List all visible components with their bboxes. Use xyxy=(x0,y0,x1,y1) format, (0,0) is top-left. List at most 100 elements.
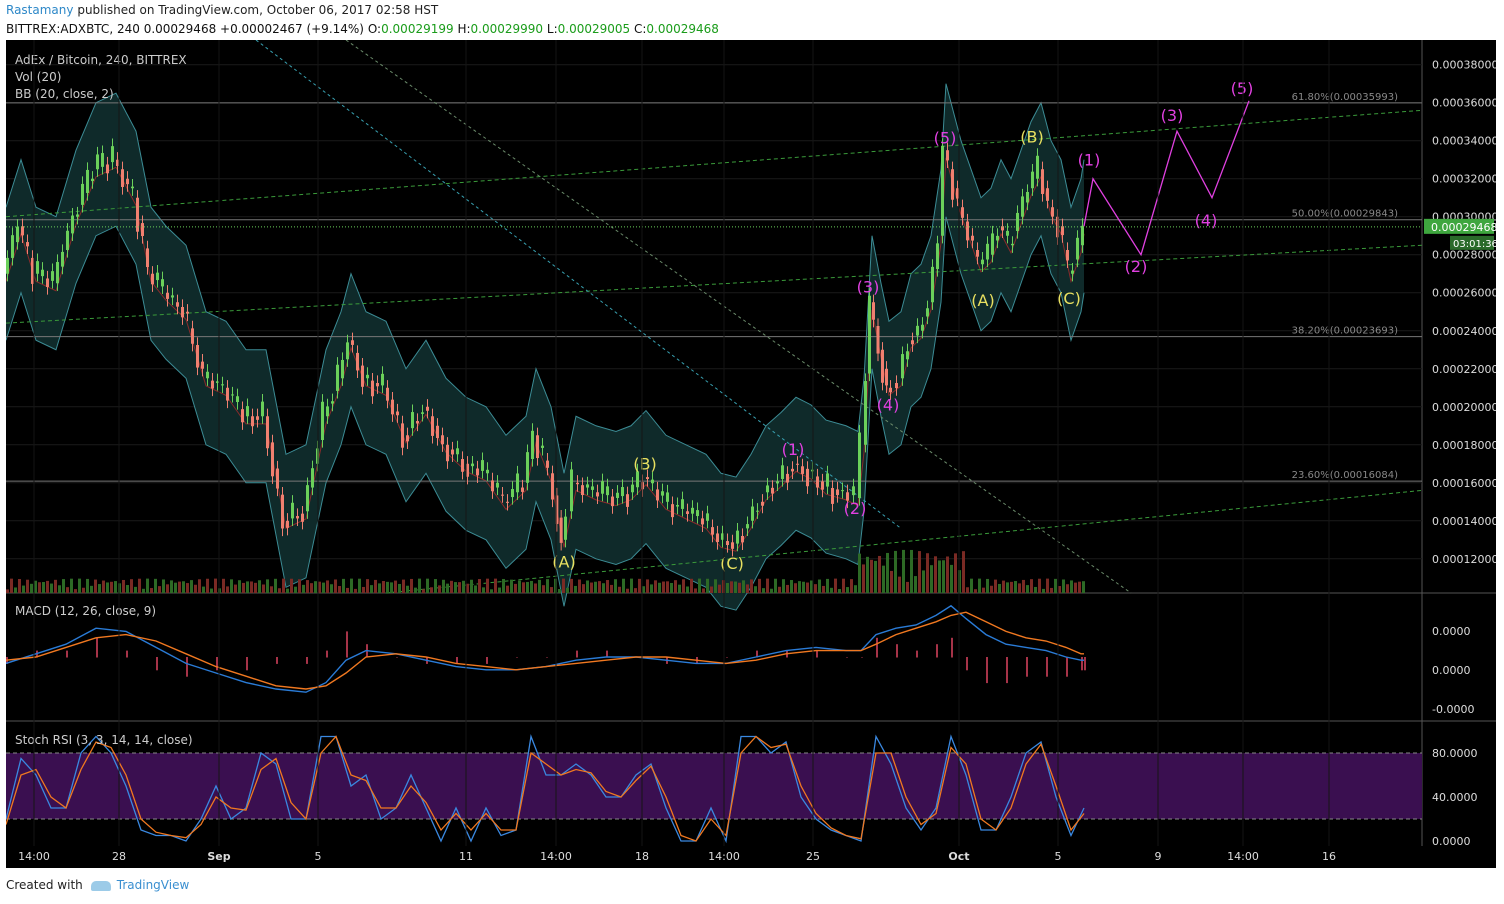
macd-histogram-bar xyxy=(486,657,488,664)
bollinger-lower-line xyxy=(6,216,1085,611)
price-tick-label: 0.00024000 xyxy=(1432,325,1496,338)
volume-bar xyxy=(378,583,381,593)
volume-bar xyxy=(338,586,341,593)
candle-body xyxy=(431,416,434,436)
price-tick-label: 0.00012000 xyxy=(1432,553,1496,566)
candle-body xyxy=(551,473,554,500)
volume-bar xyxy=(26,579,29,593)
volume-bar xyxy=(714,579,717,593)
candle-body xyxy=(41,269,44,277)
candle-body xyxy=(306,485,309,512)
volume-bar xyxy=(970,578,973,593)
volume-bar xyxy=(778,586,781,593)
volume-bar xyxy=(194,584,197,593)
volume-bar xyxy=(346,587,349,593)
volume-bar xyxy=(938,560,941,593)
macd-histogram-bar xyxy=(986,657,988,684)
volume-bar xyxy=(202,586,205,593)
time-tick-label: 28 xyxy=(112,850,126,863)
volume-bar xyxy=(994,579,997,593)
candle-body xyxy=(885,368,888,386)
candle-body xyxy=(261,401,264,417)
candle-body xyxy=(231,394,234,396)
volume-bar xyxy=(1050,587,1053,593)
candle-body xyxy=(491,480,494,492)
volume-bar xyxy=(726,582,729,593)
candle-body xyxy=(801,466,804,474)
candle-body xyxy=(311,468,314,488)
candle-body xyxy=(841,490,844,492)
candle-body xyxy=(651,479,654,484)
candle-body xyxy=(96,154,99,170)
candle-body xyxy=(371,380,374,397)
candle-body xyxy=(241,409,244,423)
candle-body xyxy=(186,311,189,314)
volume-bar xyxy=(1006,582,1009,593)
candle-body xyxy=(966,221,969,241)
candle-body xyxy=(971,235,974,241)
volume-bar xyxy=(922,570,925,593)
high-label: H: xyxy=(457,22,471,36)
candle-body xyxy=(996,235,999,241)
close-value: 0.00029468 xyxy=(646,22,719,36)
volume-bar xyxy=(734,581,737,593)
volume-bar xyxy=(250,581,253,593)
wave-label: (1) xyxy=(1078,150,1101,169)
volume-bar xyxy=(646,579,649,593)
volume-bar xyxy=(62,579,65,593)
wave-label: (C) xyxy=(1057,289,1081,308)
macd-histogram-bar xyxy=(456,657,458,664)
volume-bar xyxy=(874,560,877,593)
candle-body xyxy=(416,421,419,424)
candle-body xyxy=(911,340,914,345)
candle-body xyxy=(1066,249,1069,261)
volume-bar xyxy=(254,582,257,593)
time-tick-label: Oct xyxy=(948,850,969,863)
macd-histogram-bar xyxy=(216,657,218,671)
wave-label: (4) xyxy=(877,396,900,415)
volume-bar xyxy=(106,582,109,593)
volume-bar xyxy=(498,587,501,593)
time-tick-label: 14:00 xyxy=(708,850,740,863)
candle-body xyxy=(126,178,129,185)
candle-body xyxy=(481,460,484,471)
volume-bar xyxy=(130,579,133,593)
candle-body xyxy=(986,243,989,260)
wave-label: (B) xyxy=(1020,128,1043,147)
countdown-tag xyxy=(1450,235,1494,250)
candle-body xyxy=(621,487,624,497)
candle-body xyxy=(121,169,124,187)
candle-body xyxy=(646,477,649,480)
volume-bar xyxy=(178,581,181,593)
volume-bar xyxy=(638,578,641,593)
volume-bar xyxy=(450,580,453,593)
candle-body xyxy=(1006,230,1009,236)
volume-bar xyxy=(590,582,593,593)
macd-histogram-bar xyxy=(1006,657,1008,684)
chart-canvas[interactable]: 0.00038000 0.00036000 0.00034000 0.00032000… xyxy=(6,40,1496,868)
time-axis-background xyxy=(6,846,1496,868)
wave-label: (2) xyxy=(1125,257,1148,276)
volume-bar xyxy=(94,579,97,593)
volume-bar xyxy=(954,553,957,593)
macd-histogram-bar xyxy=(1066,657,1068,677)
low-label: L: xyxy=(546,22,558,36)
volume-bar xyxy=(530,580,533,593)
tradingview-link[interactable]: TradingView xyxy=(116,878,190,892)
candle-body xyxy=(1081,225,1084,246)
volume-bar xyxy=(666,581,669,593)
macd-line xyxy=(6,604,1084,693)
volume-bar xyxy=(622,578,625,593)
time-tick-label: 25 xyxy=(806,850,820,863)
volume-bar xyxy=(910,549,913,593)
candle-body xyxy=(736,530,739,544)
stoch-k-line xyxy=(6,734,1085,844)
resistance-trend-line-2 xyxy=(345,40,1132,594)
author-link[interactable]: Rastamany xyxy=(6,3,74,17)
volume-bar xyxy=(154,578,157,593)
macd-histogram-bar xyxy=(186,657,188,677)
volume-bar xyxy=(82,587,85,593)
candle-body xyxy=(716,533,719,543)
candle-body xyxy=(796,463,799,465)
volume-bar xyxy=(866,556,869,593)
